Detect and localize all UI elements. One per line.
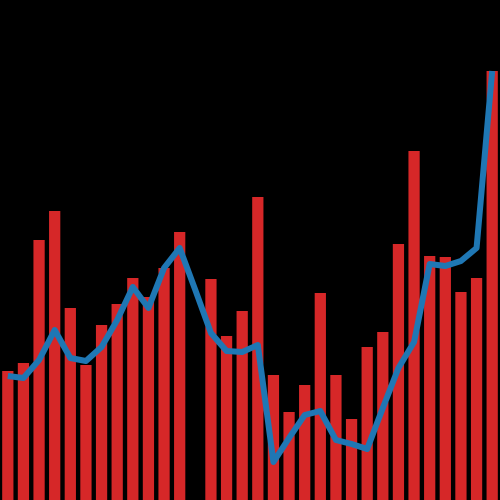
bar [486, 71, 498, 500]
bar [470, 278, 483, 500]
bar [267, 375, 280, 500]
bar [299, 385, 311, 500]
bar [283, 412, 295, 500]
bar [236, 311, 248, 500]
bar [361, 347, 373, 500]
bar [424, 256, 436, 500]
bar [2, 371, 14, 500]
bar [127, 278, 139, 500]
bar [439, 257, 451, 500]
bar [314, 293, 326, 500]
bar [33, 240, 45, 500]
bar [17, 363, 30, 500]
bar [64, 308, 76, 500]
bar [158, 268, 170, 500]
bar [111, 304, 123, 500]
bar [142, 297, 155, 500]
bar [80, 365, 92, 500]
bar [345, 419, 358, 500]
line [7, 70, 496, 465]
bar [205, 279, 217, 500]
bar [408, 151, 420, 500]
bar [49, 211, 61, 500]
bar [95, 325, 108, 500]
bar [174, 232, 186, 500]
bar [455, 292, 467, 500]
bar [220, 336, 233, 500]
